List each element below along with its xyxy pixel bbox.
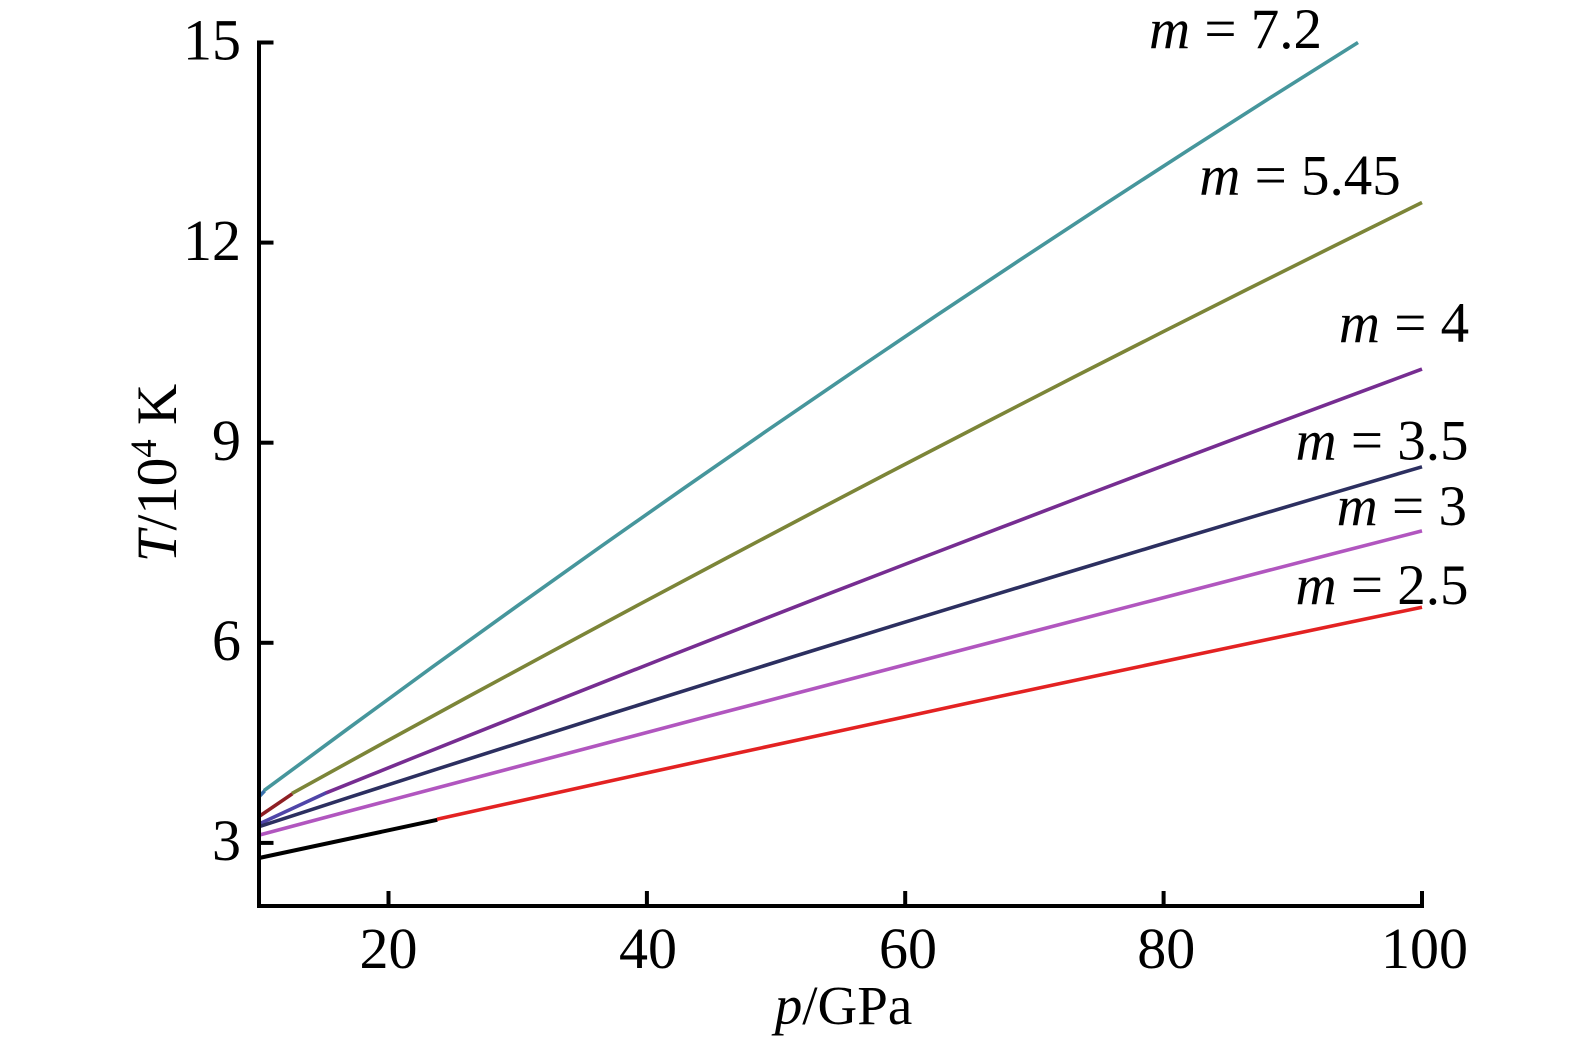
svg-text:80: 80	[1137, 916, 1195, 981]
svg-text:T/104 K: T/104 K	[124, 384, 189, 562]
svg-text:9: 9	[212, 408, 241, 473]
svg-text:m = 4: m = 4	[1339, 292, 1469, 355]
svg-text:40: 40	[619, 916, 677, 981]
svg-text:p/GPa: p/GPa	[771, 975, 913, 1036]
svg-text:3: 3	[212, 808, 241, 873]
svg-text:m = 3.5: m = 3.5	[1295, 410, 1468, 473]
svg-text:m = 3: m = 3	[1337, 475, 1467, 538]
svg-text:100: 100	[1381, 916, 1468, 981]
svg-text:m = 5.45: m = 5.45	[1199, 144, 1401, 207]
svg-text:20: 20	[360, 916, 418, 981]
svg-text:60: 60	[879, 916, 937, 981]
svg-text:6: 6	[212, 608, 241, 673]
svg-text:12: 12	[183, 208, 241, 273]
svg-text:15: 15	[183, 8, 241, 73]
svg-text:m = 2.5: m = 2.5	[1295, 554, 1468, 617]
svg-text:m = 7.2: m = 7.2	[1149, 0, 1322, 61]
